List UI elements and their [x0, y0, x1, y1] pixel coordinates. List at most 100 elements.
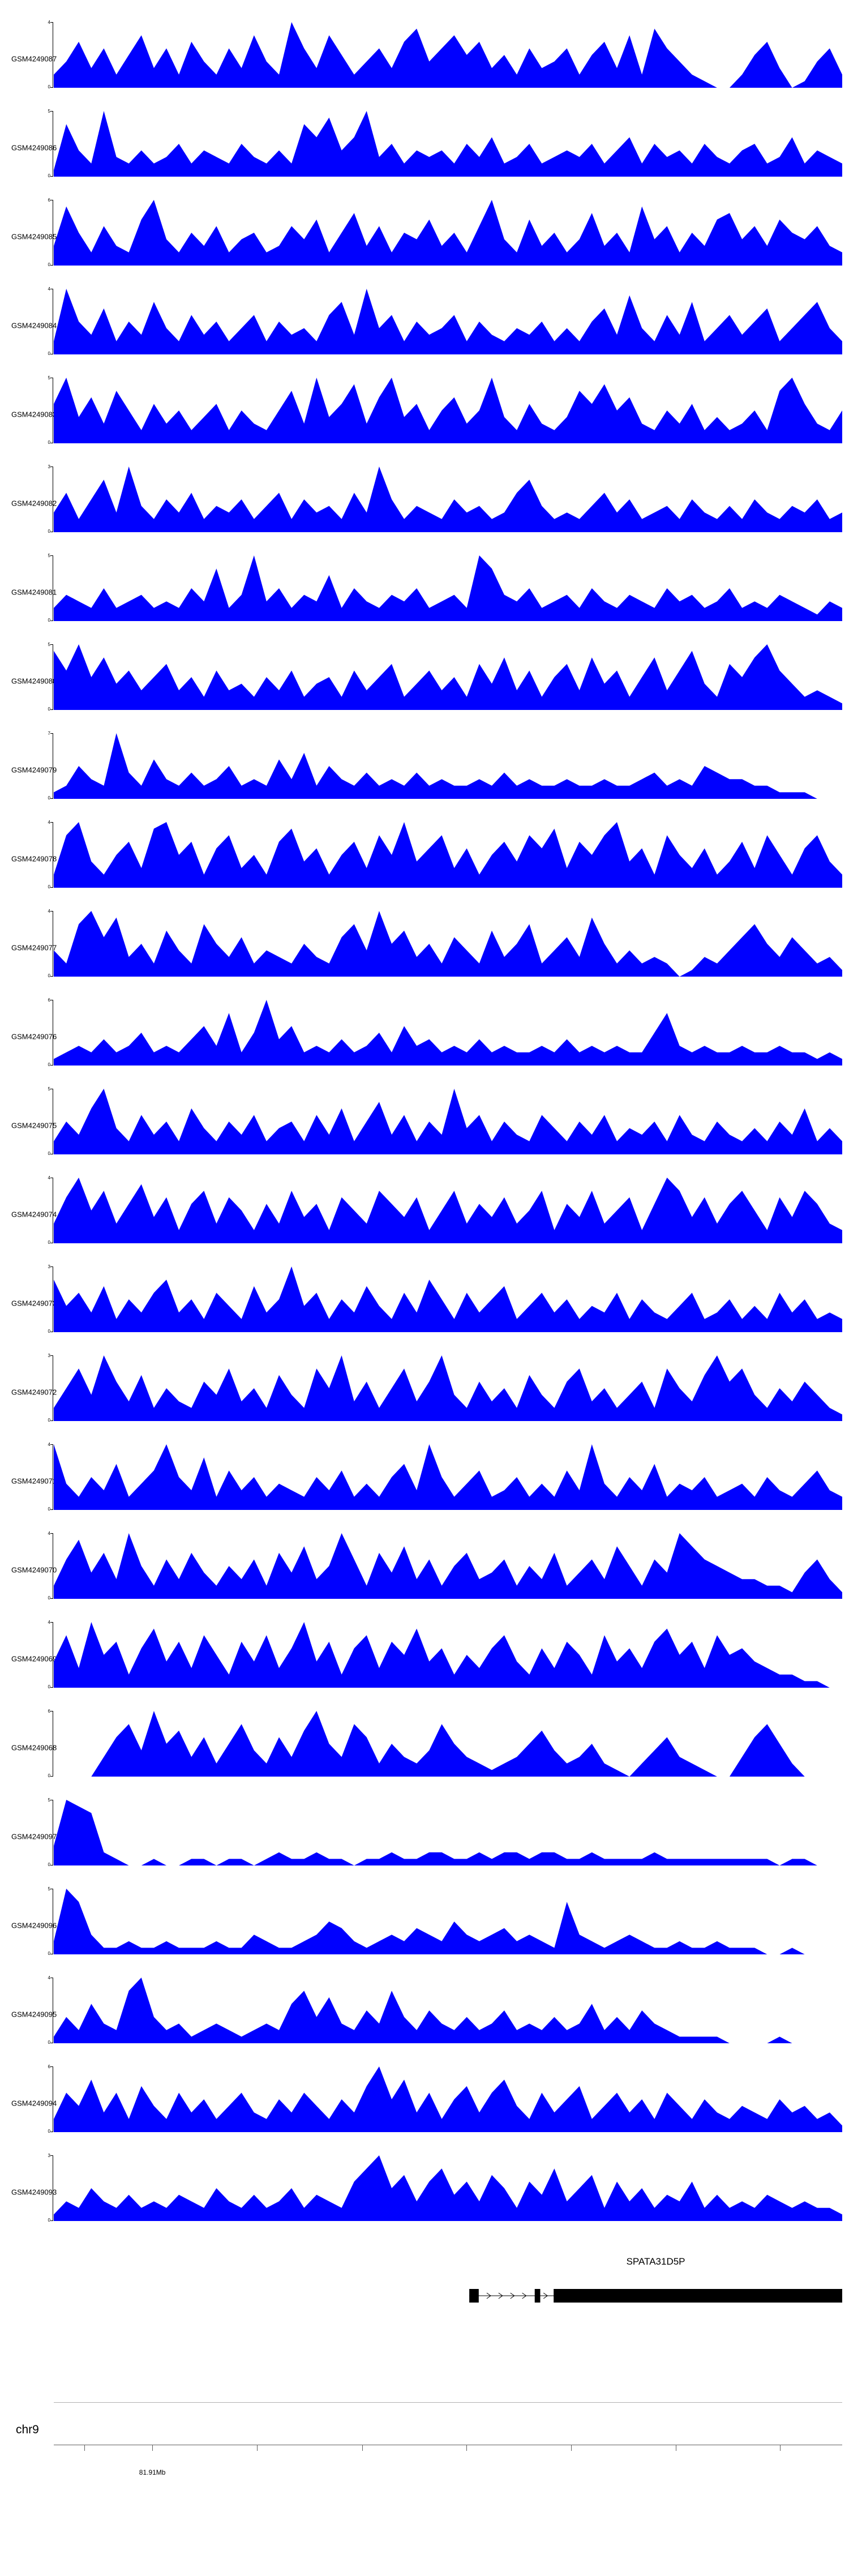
- strand-arrow-icon: [498, 2292, 503, 2299]
- track-label: GSM4249078: [11, 854, 57, 863]
- track-label: GSM4249082: [11, 499, 57, 507]
- coverage-signal: [54, 200, 842, 266]
- gene-model: [54, 2287, 842, 2304]
- y-axis-max-label: 6: [48, 2064, 50, 2069]
- strand-arrow-icon: [543, 2292, 548, 2299]
- track-label: GSM4249094: [11, 2099, 57, 2107]
- y-axis-max-label: 5: [48, 642, 50, 647]
- coverage-track-row: GSM4249073 3 0: [0, 1259, 849, 1347]
- y-axis-min-label: 0: [48, 2218, 50, 2223]
- coverage-track-row: GSM4249078 4 0: [0, 814, 849, 903]
- y-axis-max-label: 5: [48, 553, 50, 558]
- coverage-track-row: GSM4249082 3 0: [0, 459, 849, 547]
- y-axis-max-label: 6: [48, 1709, 50, 1714]
- coverage-signal: [54, 2066, 842, 2132]
- y-axis-min-label: 0: [48, 1418, 50, 1423]
- y-axis-max-label: 3: [48, 2153, 50, 2158]
- track-label: GSM4249074: [11, 1210, 57, 1218]
- track-label: GSM4249083: [11, 410, 57, 418]
- coverage-track-row: GSM4249075 5 0: [0, 1081, 849, 1170]
- y-axis-min-label: 0: [48, 973, 50, 978]
- y-axis-min-label: 0: [48, 1240, 50, 1245]
- coverage-signal: [54, 644, 842, 710]
- track-label: GSM4249080: [11, 677, 57, 685]
- coverage-track-row: GSM4249079 7 0: [0, 725, 849, 814]
- y-axis-min-label: 0: [48, 1862, 50, 1867]
- track-label: GSM4249096: [11, 1921, 57, 1929]
- coverage-signal: [54, 1622, 842, 1688]
- coverage-track-row: GSM4249095 4 0: [0, 1970, 849, 2059]
- coverage-track-row: GSM4249083 5 0: [0, 370, 849, 459]
- y-axis-max-label: 5: [48, 109, 50, 114]
- y-axis-min-label: 0: [48, 1151, 50, 1156]
- coverage-track-row: GSM4249080 5 0: [0, 636, 849, 725]
- y-axis-min-label: 0: [48, 1595, 50, 1601]
- y-axis-min-label: 0: [48, 707, 50, 712]
- y-axis-min-label: 0: [48, 84, 50, 89]
- y-axis-min-label: 0: [48, 618, 50, 623]
- coverage-signal: [54, 111, 842, 177]
- y-axis-max-label: 3: [48, 464, 50, 469]
- track-label: GSM4249093: [11, 2188, 57, 2196]
- axis-tick: [571, 2445, 572, 2451]
- coverage-signal: [54, 1266, 842, 1332]
- coverage-signal: [54, 1533, 842, 1599]
- y-axis-min-label: 0: [48, 2129, 50, 2134]
- coverage-signal: [54, 822, 842, 888]
- axis-tick: [257, 2445, 258, 2451]
- y-axis-max-label: 5: [48, 1798, 50, 1803]
- coverage-track-row: GSM4249071 4 0: [0, 1436, 849, 1525]
- coverage-track-row: GSM4249072 3 0: [0, 1347, 849, 1436]
- track-label: GSM4249084: [11, 321, 57, 330]
- track-label: GSM4249081: [11, 588, 57, 596]
- exon-box: [554, 2289, 842, 2303]
- coverage-signal: [54, 1978, 842, 2043]
- coverage-track-row: GSM4249096 5 0: [0, 1881, 849, 1970]
- y-axis-min-label: 0: [48, 795, 50, 801]
- exon-box: [469, 2289, 479, 2303]
- gene-name-label: SPATA31D5P: [626, 2256, 685, 2267]
- coverage-track-row: GSM4249097 5 0: [0, 1792, 849, 1881]
- track-label: GSM4249073: [11, 1299, 57, 1307]
- coverage-signal: [54, 733, 842, 799]
- coverage-track-row: GSM4249087 4 0: [0, 14, 849, 103]
- y-axis-min-label: 0: [48, 1951, 50, 1956]
- exon-box: [534, 2289, 541, 2303]
- strand-arrow-icon: [522, 2292, 527, 2299]
- axis-tick: [152, 2445, 153, 2451]
- y-axis-max-label: 4: [48, 20, 50, 25]
- axis-line-top: [54, 2402, 842, 2403]
- coverage-signal: [54, 555, 842, 621]
- strand-arrow-icon: [486, 2292, 491, 2299]
- y-axis-min-label: 0: [48, 1507, 50, 1512]
- track-label: GSM4249072: [11, 1388, 57, 1396]
- axis-tick: [779, 2445, 781, 2451]
- strand-arrow-icon: [510, 2292, 515, 2299]
- y-axis-max-label: 4: [48, 820, 50, 825]
- coverage-track-row: GSM4249076 6 0: [0, 992, 849, 1081]
- coverage-signal: [54, 289, 842, 354]
- coverage-signal: [54, 1711, 842, 1777]
- axis-tick: [84, 2445, 85, 2451]
- coverage-signal: [54, 1889, 842, 1954]
- y-axis-min-label: 0: [48, 351, 50, 356]
- y-axis-min-label: 0: [48, 1773, 50, 1778]
